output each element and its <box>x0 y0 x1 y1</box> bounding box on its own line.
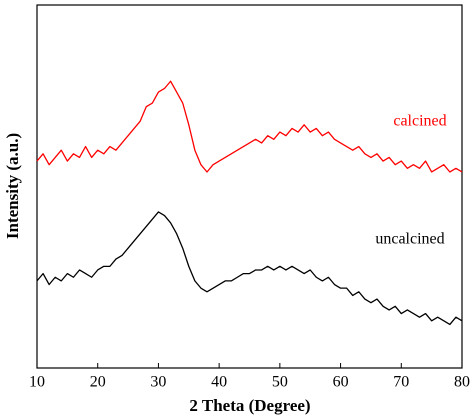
x-axis-title: 2 Theta (Degree) <box>189 396 310 415</box>
data-line <box>36 211 463 326</box>
x-tick-label: 80 <box>454 374 470 391</box>
series-label: calcined <box>393 113 446 130</box>
x-tick-label: 30 <box>150 374 166 391</box>
plot-frame <box>36 4 463 369</box>
y-axis-title: Intensity (a.u.) <box>3 133 22 239</box>
x-tick-label: 10 <box>29 374 45 391</box>
series-label: uncalcined <box>375 231 444 248</box>
x-tick-label: 60 <box>333 374 349 391</box>
x-tick-label: 50 <box>272 374 288 391</box>
x-tick-label: 20 <box>90 374 106 391</box>
data-line <box>36 80 463 173</box>
x-tick-label: 40 <box>211 374 227 391</box>
x-tick-label: 70 <box>393 374 409 391</box>
